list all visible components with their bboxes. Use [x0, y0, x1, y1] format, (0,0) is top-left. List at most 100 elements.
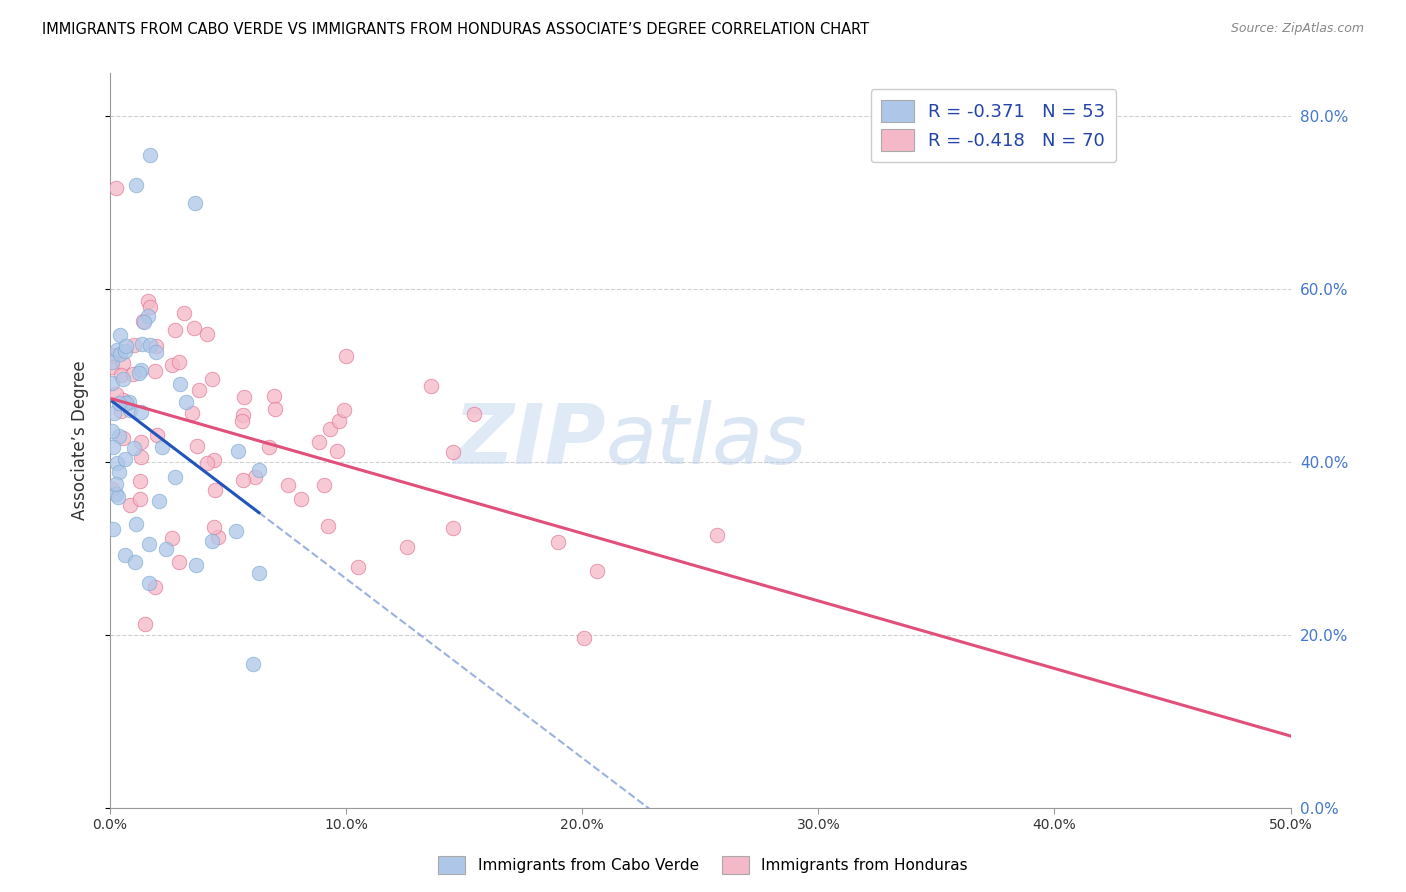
Point	[112, 356, 135, 370]
Point	[202, 520, 225, 534]
Point	[128, 474, 150, 488]
Point	[107, 429, 129, 443]
Point	[125, 178, 148, 193]
Point	[263, 402, 285, 417]
Point	[131, 314, 153, 328]
Point	[131, 337, 153, 351]
Point	[242, 657, 264, 671]
Text: atlas: atlas	[606, 400, 807, 481]
Point	[233, 390, 256, 404]
Point	[104, 387, 127, 401]
Point	[169, 377, 191, 392]
Point	[107, 465, 129, 479]
Point	[121, 367, 143, 381]
Point	[136, 309, 159, 323]
Point	[247, 463, 270, 477]
Point	[101, 424, 124, 438]
Point	[326, 444, 349, 458]
Point	[118, 395, 141, 409]
Point	[110, 404, 132, 418]
Point	[134, 617, 156, 632]
Point	[103, 347, 125, 361]
Point	[129, 434, 152, 449]
Point	[107, 396, 129, 410]
Point	[316, 518, 339, 533]
Point	[115, 395, 138, 409]
Point	[125, 516, 148, 531]
Point	[136, 294, 159, 309]
Point	[155, 541, 177, 556]
Point	[143, 364, 166, 378]
Point	[107, 490, 129, 504]
Point	[112, 393, 135, 408]
Point	[114, 344, 136, 359]
Point	[111, 431, 134, 445]
Point	[101, 355, 124, 369]
Point	[167, 355, 190, 369]
Point	[202, 453, 225, 467]
Point	[105, 487, 128, 501]
Text: IMMIGRANTS FROM CABO VERDE VS IMMIGRANTS FROM HONDURAS ASSOCIATE’S DEGREE CORREL: IMMIGRANTS FROM CABO VERDE VS IMMIGRANTS…	[42, 22, 869, 37]
Point	[183, 320, 205, 334]
Point	[122, 441, 145, 455]
Point	[243, 470, 266, 484]
Point	[114, 452, 136, 467]
Point	[128, 366, 150, 380]
Point	[184, 195, 207, 210]
Point	[187, 383, 209, 397]
Text: Source: ZipAtlas.com: Source: ZipAtlas.com	[1230, 22, 1364, 36]
Point	[110, 347, 132, 361]
Point	[174, 395, 197, 409]
Point	[114, 339, 136, 353]
Text: ZIP: ZIP	[453, 400, 606, 481]
Point	[257, 441, 280, 455]
Point	[108, 327, 131, 342]
Point	[443, 521, 465, 535]
Point	[204, 483, 226, 498]
Point	[114, 548, 136, 562]
Point	[346, 560, 368, 574]
Point	[419, 379, 441, 393]
Point	[586, 564, 609, 578]
Point	[195, 327, 218, 342]
Point	[207, 530, 229, 544]
Point	[173, 306, 195, 320]
Point	[232, 408, 254, 422]
Point	[290, 491, 312, 506]
Point	[139, 338, 162, 352]
Point	[101, 360, 124, 375]
Point	[105, 343, 128, 357]
Point	[105, 181, 128, 195]
Point	[328, 414, 350, 428]
Point	[184, 558, 207, 572]
Point	[148, 494, 170, 508]
Legend: Immigrants from Cabo Verde, Immigrants from Honduras: Immigrants from Cabo Verde, Immigrants f…	[432, 850, 974, 880]
Point	[263, 389, 285, 403]
Point	[129, 404, 152, 418]
Point	[277, 478, 299, 492]
Point	[104, 476, 127, 491]
Point	[103, 406, 125, 420]
Point	[231, 414, 253, 428]
Point	[138, 537, 160, 551]
Point	[396, 540, 419, 554]
Point	[333, 403, 356, 417]
Point	[247, 566, 270, 580]
Point	[226, 444, 249, 458]
Point	[335, 349, 357, 363]
Y-axis label: Associate’s Degree: Associate’s Degree	[72, 360, 89, 520]
Point	[111, 371, 134, 385]
Point	[101, 440, 124, 454]
Point	[308, 434, 330, 449]
Legend: R = -0.371   N = 53, R = -0.418   N = 70: R = -0.371 N = 53, R = -0.418 N = 70	[870, 89, 1116, 162]
Point	[225, 524, 247, 539]
Point	[195, 456, 218, 470]
Point	[129, 492, 152, 507]
Point	[101, 482, 124, 496]
Point	[145, 345, 167, 359]
Point	[165, 323, 187, 337]
Point	[200, 371, 222, 385]
Point	[105, 456, 128, 470]
Point	[160, 359, 183, 373]
Point	[180, 406, 202, 420]
